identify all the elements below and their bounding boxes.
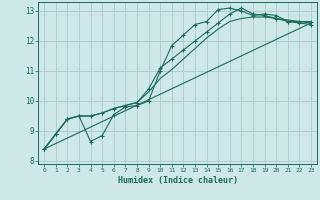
X-axis label: Humidex (Indice chaleur): Humidex (Indice chaleur) [118,176,238,185]
